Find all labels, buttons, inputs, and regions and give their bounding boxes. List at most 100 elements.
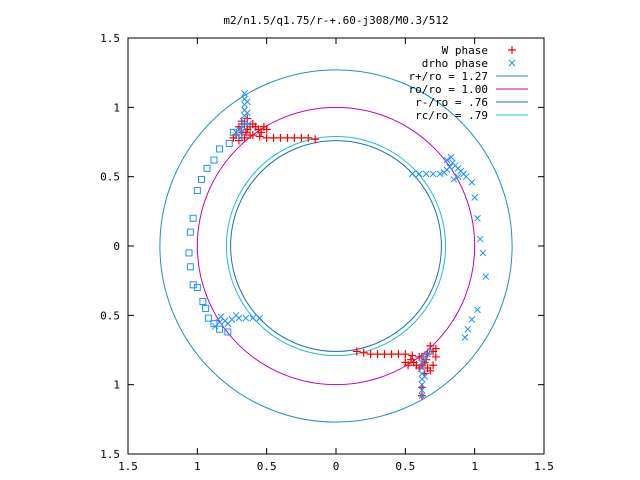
drho-phase-square-point [204, 314, 212, 322]
drho-phase-point [479, 249, 487, 257]
drho-phase-point [245, 120, 252, 128]
legend-cross-swatch [508, 59, 516, 67]
drho-phase-point [232, 311, 240, 319]
w-phase-point [240, 119, 249, 128]
w-phase-point [429, 361, 438, 370]
w-phase-point [311, 135, 320, 144]
legend-label: r-/ro = .76 [415, 96, 488, 109]
drho-phase-square-point [186, 263, 194, 271]
drho-phase-point [422, 170, 430, 178]
w-phase-point [304, 133, 313, 142]
legend-label: drho phase [422, 57, 488, 70]
drho-phase-point [217, 313, 225, 321]
drho-phase-point [429, 170, 437, 178]
drho-phase-point [482, 273, 490, 280]
drho-phase-point [468, 178, 476, 186]
drho-phase-point [421, 372, 429, 380]
y-tick-label: 1.5 [100, 32, 120, 45]
y-tick-label: 1 [113, 101, 120, 114]
w-phase-point [423, 364, 432, 373]
x-tick-label: 0.5 [257, 460, 277, 473]
legend-label: r+/ro = 1.27 [409, 70, 488, 83]
drho-phase-point [418, 381, 426, 389]
drho-phase-point [443, 156, 451, 164]
x-tick-label: 0 [333, 460, 340, 473]
chart-title: m2/n1.5/q1.75/r-+.60-j308/M0.3/512 [223, 14, 448, 27]
drho-phase-point [474, 306, 481, 314]
w-phase-point [290, 133, 299, 142]
drho-phase-point [418, 386, 426, 394]
drho-phase-square-point [216, 325, 224, 333]
drho-phase-point [454, 173, 462, 181]
drho-phase-square-point [193, 187, 201, 195]
reference-circles [159, 69, 513, 423]
drho-phase-square-point [202, 304, 210, 312]
drho-phase-point [243, 109, 251, 117]
x-tick-label: 0.5 [395, 460, 415, 473]
drho-phase-square-point [203, 164, 211, 172]
w-phase-point [246, 131, 255, 140]
circle-r-ro [230, 140, 442, 352]
y-tick-label: 1.5 [100, 448, 120, 461]
y-tick-label: 1 [113, 379, 120, 392]
drho-phase-point [476, 235, 484, 243]
drho-phase-point [249, 314, 257, 322]
legend-label: W phase [442, 44, 488, 57]
y-tick-label: 0 [113, 240, 120, 253]
w-phase-point [366, 350, 375, 359]
drho-phase-point [447, 153, 455, 161]
drho-phase-point [418, 364, 426, 372]
y-axis-ticks: 1.5 1 0.5 0 0.5 1 1.5 [100, 32, 544, 461]
drho-phase-point [224, 320, 232, 328]
legend-label: ro/ro = 1.00 [409, 83, 488, 96]
drho-phase-square-point [185, 249, 193, 257]
w-phase-point [380, 350, 389, 359]
w-phase-point [352, 347, 361, 356]
drho-phase-point [471, 194, 479, 201]
w-phase-point [297, 133, 306, 142]
drho-phase-square-point [197, 175, 205, 183]
drho-phase-point [426, 348, 434, 355]
drho-phase-square-point [229, 128, 237, 136]
drho-phase-point [450, 176, 458, 183]
drho-phase-square-point [199, 297, 207, 305]
w-phase-point [401, 350, 410, 359]
drho-phase-point [241, 90, 248, 97]
drho-phase-point [462, 173, 470, 181]
w-phase-point [276, 133, 285, 142]
drho-phase-point [239, 123, 247, 131]
drho-phase-point [242, 314, 250, 322]
drho-phase-square-point [189, 214, 197, 222]
drho-phase-point [436, 170, 444, 178]
drho-phase-point [415, 170, 423, 178]
drho-phase-point [464, 325, 472, 333]
legend-plus-swatch [508, 46, 516, 54]
circle-roro [196, 106, 476, 386]
w-phase-point [255, 132, 264, 141]
w-phase-point [401, 358, 410, 367]
data-points [185, 90, 490, 400]
drho-phase-point [468, 316, 476, 323]
w-phase-point [283, 133, 292, 142]
w-phase-point [269, 133, 278, 142]
drho-phase-square-point [224, 328, 232, 336]
w-phase-point [408, 351, 417, 360]
drho-phase-point [239, 117, 247, 125]
drho-phase-square-point [210, 156, 218, 164]
x-tick-label: 1 [471, 460, 478, 473]
w-phase-point [257, 128, 266, 137]
w-phase-point [394, 350, 403, 359]
w-phase-point [387, 350, 396, 359]
drho-phase-point [421, 356, 429, 364]
x-tick-label: 1.5 [534, 460, 554, 473]
drho-phase-point [236, 134, 244, 142]
drho-phase-point [243, 98, 251, 106]
drho-phase-point [256, 314, 264, 322]
legend-label: rc/ro = .79 [415, 109, 488, 122]
drho-phase-point [474, 214, 481, 222]
drho-phase-square-point [216, 145, 224, 153]
drho-phase-square-point [186, 228, 194, 236]
w-phase-point [359, 348, 368, 357]
